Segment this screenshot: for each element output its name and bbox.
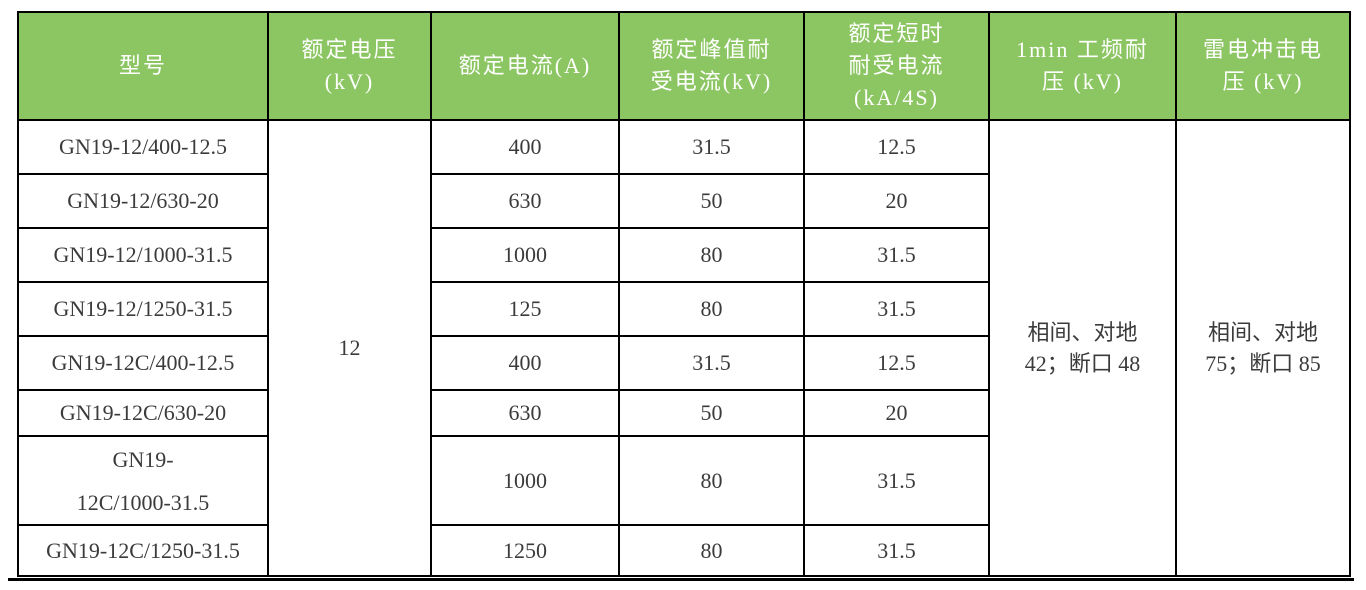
short-time-current-cell: 31.5 — [803, 524, 990, 577]
model-cell: GN19-12/630-20 — [17, 173, 269, 229]
header-power-freq-withstand-voltage: 1min 工频耐 压 (kV) — [988, 11, 1177, 121]
peak-current-cell: 80 — [618, 435, 805, 526]
short-time-current-cell: 20 — [803, 389, 990, 437]
table-row: GN19-12/400-12.5 12 400 31.5 12.5 相间、对地 … — [17, 119, 1351, 577]
short-time-current-cell: 20 — [803, 173, 990, 229]
peak-current-cell: 50 — [618, 173, 805, 229]
short-time-current-cell: 31.5 — [803, 281, 990, 337]
short-time-current-cell: 31.5 — [803, 435, 990, 526]
rated-voltage-cell: 12 — [267, 119, 432, 577]
header-rated-current: 额定电流(A) — [430, 11, 620, 121]
power-freq-withstand-cell: 相间、对地 42；断口 48 — [988, 119, 1177, 577]
header-lightning-impulse-voltage: 雷电冲击电 压 (kV) — [1175, 11, 1351, 121]
rated-current-cell: 1000 — [430, 227, 620, 283]
short-time-current-cell: 12.5 — [803, 335, 990, 391]
header-peak-withstand-current: 额定峰值耐 受电流(kV) — [618, 11, 805, 121]
model-cell: GN19-12C/1250-31.5 — [17, 524, 269, 577]
table-row: GN19-12C/400-12.5 400 31.5 12.5 — [17, 335, 1350, 391]
short-time-current-cell: 12.5 — [803, 119, 990, 175]
rated-current-cell: 630 — [430, 389, 620, 437]
header-text: 型号 — [118, 53, 167, 78]
model-cell: GN19-12C/400-12.5 — [17, 335, 269, 391]
peak-current-cell: 80 — [618, 281, 805, 337]
table-bottom-rule — [8, 578, 1354, 581]
table-row: GN19-12/1250-31.5 125 80 31.5 — [17, 281, 1350, 337]
peak-current-cell: 50 — [618, 389, 805, 437]
table-row: GN19-12/630-20 630 50 20 — [17, 173, 1350, 229]
rated-current-cell: 125 — [430, 281, 620, 337]
header-short-time-withstand-current: 额定短时 耐受电流 (kA/4S) — [803, 11, 990, 121]
model-cell: GN19-12C/630-20 — [17, 389, 269, 437]
peak-current-cell: 80 — [618, 227, 805, 283]
rated-current-cell: 1000 — [430, 435, 620, 526]
table-row: GN19-12C/1250-31.5 1250 80 31.5 — [17, 524, 1350, 577]
model-cell: GN19- 12C/1000-31.5 — [17, 435, 269, 526]
rated-current-cell: 400 — [430, 119, 620, 175]
spec-table-container: 型号 额定电压 (kV) 额定电流(A) 额定峰值耐 受电流(kV) 额定短时 — [17, 11, 1351, 577]
table-row: GN19- 12C/1000-31.5 1000 80 31.5 — [17, 435, 1350, 526]
spec-table: 型号 额定电压 (kV) 额定电流(A) 额定峰值耐 受电流(kV) 额定短时 — [17, 11, 1351, 577]
header-row: 型号 额定电压 (kV) 额定电流(A) 额定峰值耐 受电流(kV) 额定短时 — [17, 11, 1351, 121]
rated-current-cell: 1250 — [430, 524, 620, 577]
rated-current-cell: 630 — [430, 173, 620, 229]
short-time-current-cell: 31.5 — [803, 227, 990, 283]
peak-current-cell: 31.5 — [618, 119, 805, 175]
model-cell: GN19-12/1000-31.5 — [17, 227, 269, 283]
table-row: GN19-12C/630-20 630 50 20 — [17, 389, 1350, 437]
model-cell: GN19-12/400-12.5 — [17, 119, 269, 175]
table-row: GN19-12/1000-31.5 1000 80 31.5 — [17, 227, 1350, 283]
peak-current-cell: 31.5 — [618, 335, 805, 391]
header-rated-voltage: 额定电压 (kV) — [267, 11, 432, 121]
model-cell: GN19-12/1250-31.5 — [17, 281, 269, 337]
lightning-impulse-cell: 相间、对地 75；断口 85 — [1175, 119, 1351, 577]
header-model: 型号 — [17, 11, 269, 121]
peak-current-cell: 80 — [618, 524, 805, 577]
rated-current-cell: 400 — [430, 335, 620, 391]
